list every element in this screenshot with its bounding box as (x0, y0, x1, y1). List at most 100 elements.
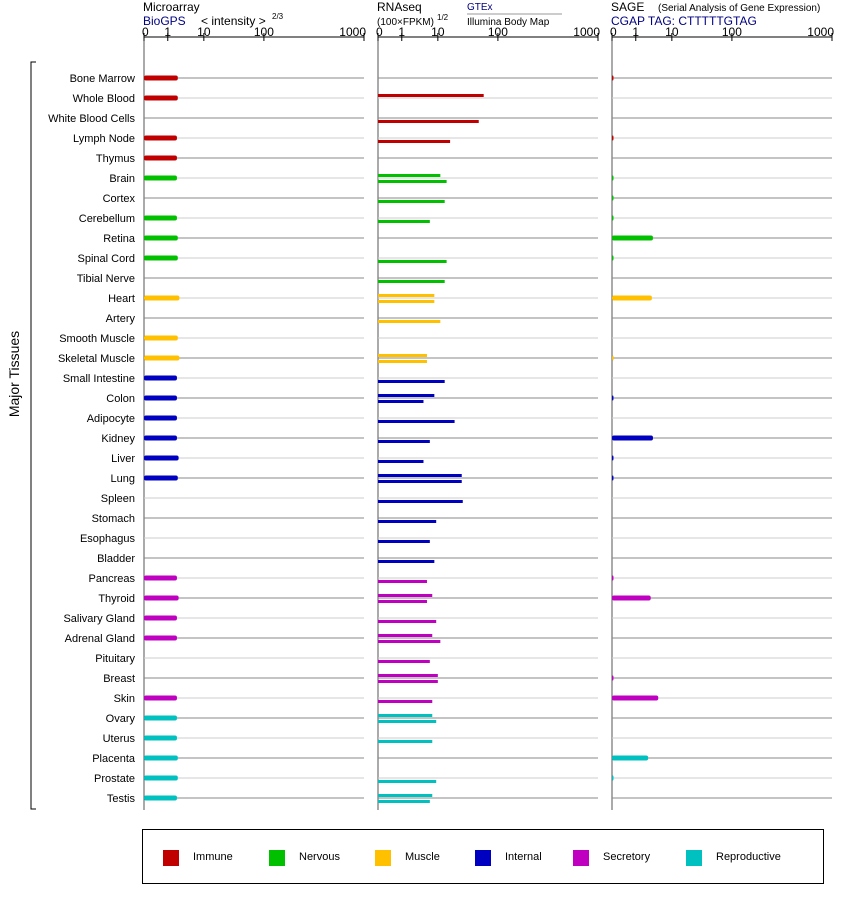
category-label: Esophagus (80, 533, 136, 545)
microarray-tick-label: 0 (142, 25, 149, 39)
category-label: Brain (109, 173, 135, 185)
rnaseq-bar-illumina (378, 380, 445, 383)
rnaseq-source-gtex[interactable]: GTEx (467, 2, 493, 13)
legend-swatch (686, 850, 702, 866)
category-label: Bladder (97, 553, 135, 565)
rnaseq-bar-illumina (378, 280, 445, 283)
microarray-exponent: 2/3 (272, 12, 284, 21)
sage-bar (612, 455, 614, 461)
rnaseq-tick-label: 100 (488, 25, 508, 39)
category-label: Cortex (103, 193, 136, 205)
legend-label: Nervous (299, 851, 340, 863)
microarray-bar (144, 735, 177, 741)
rnaseq-bar-illumina (378, 640, 441, 643)
microarray-bar (144, 595, 179, 601)
microarray-bar (144, 355, 180, 361)
category-label: Adipocyte (87, 413, 135, 425)
category-label: Spinal Cord (78, 253, 135, 265)
panel-axes: 0 1 10 100 1000 0 1 10 100 1000 0 1 10 100 1000 (142, 25, 834, 810)
rnaseq-bar-illumina (378, 560, 435, 563)
rnaseq-tick-label: 1 (398, 25, 405, 39)
rnaseq-source-illumina: Illumina Body Map (467, 17, 550, 28)
microarray-bar (144, 95, 178, 101)
legend-swatch (475, 850, 491, 866)
sage-bar (612, 195, 614, 201)
category-label: Prostate (94, 773, 135, 785)
rnaseq-bar-gtex (378, 394, 435, 397)
category-label: Pancreas (89, 573, 136, 585)
rnaseq-bar-illumina (378, 200, 445, 203)
rnaseq-bar-gtex (378, 674, 438, 677)
microarray-metric: < intensity > (201, 14, 266, 28)
microarray-bar (144, 395, 177, 401)
rnaseq-bar-gtex (378, 594, 433, 597)
microarray-bar (144, 415, 177, 421)
sage-bar (612, 595, 651, 601)
microarray-bar (144, 575, 177, 581)
category-label: Thymus (96, 153, 136, 165)
category-label: Smooth Muscle (59, 333, 135, 345)
rnaseq-bar-gtex (378, 174, 441, 177)
legend-swatch (375, 850, 391, 866)
sage-bar (612, 215, 614, 221)
rnaseq-bar-gtex (378, 634, 433, 637)
rnaseq-bar-illumina (378, 180, 447, 183)
category-label: Retina (103, 233, 136, 245)
rnaseq-bar-gtex (378, 294, 435, 297)
sage-subtitle: (Serial Analysis of Gene Expression) (658, 3, 820, 14)
microarray-bar (144, 695, 177, 701)
microarray-bar (144, 755, 178, 761)
y-axis-bracket (30, 61, 36, 810)
category-label: Stomach (92, 513, 135, 525)
sage-tag[interactable]: CGAP TAG: CTTTTTGTAG (611, 14, 757, 28)
row-gridlines (144, 77, 832, 799)
microarray-source[interactable]: BioGPS (143, 14, 186, 28)
rnaseq-bar-illumina (378, 620, 437, 623)
rnaseq-bar-illumina (378, 360, 427, 363)
category-label: Heart (108, 293, 135, 305)
rnaseq-bar-gtex (378, 714, 433, 717)
microarray-tick-label: 1 (164, 25, 171, 39)
microarray-bar (144, 375, 177, 381)
rnaseq-bar-illumina (378, 400, 424, 403)
rnaseq-bar-illumina (378, 220, 430, 223)
category-label: Uterus (103, 733, 136, 745)
microarray-bar (144, 635, 177, 641)
category-label: Placenta (92, 753, 136, 765)
sage-bar (612, 775, 614, 781)
microarray-bar (144, 775, 178, 781)
rnaseq-bar-illumina (378, 260, 447, 263)
sage-tick-label: 10 (665, 25, 679, 39)
chart-svg: Microarray BioGPS < intensity > 2/3 RNAs… (6, 0, 834, 810)
rnaseq-bar-illumina (378, 780, 437, 783)
sage-bar (612, 75, 614, 81)
category-label: Skeletal Muscle (58, 353, 135, 365)
rnaseq-bar-illumina (378, 300, 435, 303)
microarray-bar (144, 135, 177, 141)
rnaseq-tick-label: 1000 (573, 25, 600, 39)
legend-label: Immune (193, 851, 233, 863)
category-label: Thyroid (98, 593, 135, 605)
sage-bar (612, 135, 614, 141)
rnaseq-bar-gtex (378, 474, 462, 477)
microarray-title: Microarray (143, 0, 200, 14)
rnaseq-bar-illumina (378, 480, 462, 483)
rnaseq-bar-illumina (378, 420, 455, 423)
rnaseq-bar-illumina (378, 800, 430, 803)
sage-bar (612, 675, 614, 681)
rnaseq-bar-illumina (378, 320, 441, 323)
rnaseq-metric: (100×FPKM) (377, 17, 434, 28)
category-label: Ovary (106, 713, 136, 725)
microarray-bar (144, 435, 177, 441)
category-label: Whole Blood (73, 93, 135, 105)
sage-bar (612, 175, 614, 181)
rnaseq-bar-illumina (378, 700, 433, 703)
data-bars (144, 75, 659, 803)
microarray-bar (144, 615, 177, 621)
microarray-bar (144, 475, 178, 481)
microarray-bar (144, 155, 177, 161)
category-label: Adrenal Gland (65, 633, 135, 645)
legend-label: Secretory (603, 851, 651, 863)
category-label: Pituitary (95, 653, 135, 665)
legend-swatch (163, 850, 179, 866)
